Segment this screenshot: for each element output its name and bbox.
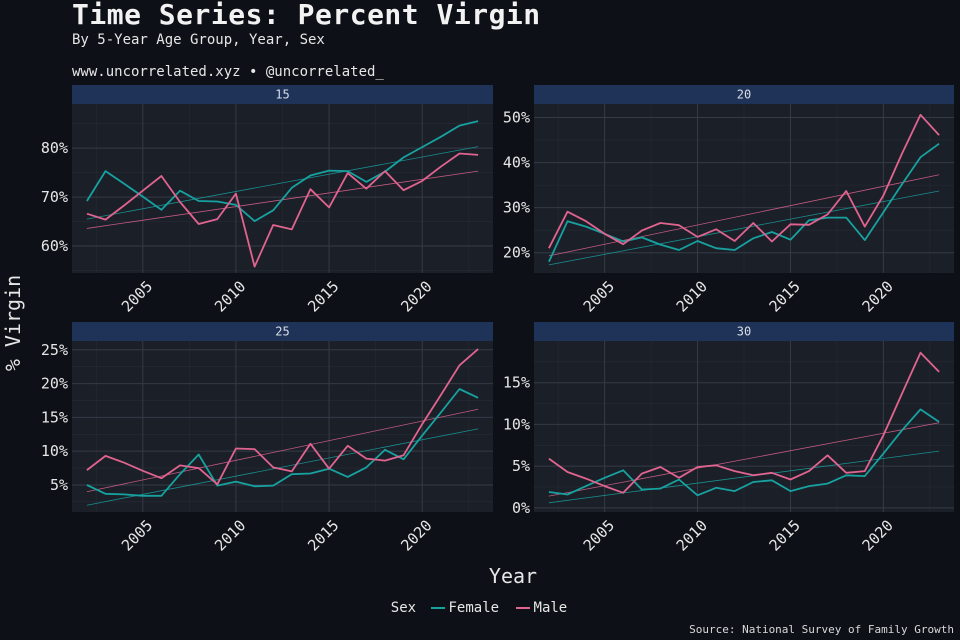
panel-25-y-tick-label: 15% (41, 408, 68, 426)
legend-swatch-male (515, 607, 530, 609)
panel-30-trend-female (548, 450, 940, 504)
panel-15-x-tick-label: 2005 (118, 277, 156, 315)
panel-30-series-female (548, 408, 940, 497)
panel-30-series-male (548, 351, 940, 494)
panel-30-x-tick-label: 2005 (580, 516, 618, 554)
panel-25-series-male (86, 348, 479, 486)
panel-15-x-tick-label: 2020 (397, 277, 435, 315)
panel-20-x-tick-label: 2015 (766, 277, 804, 315)
panel-25-x-tick-label: 2005 (118, 516, 156, 554)
panel-30-x-tick-label: 2020 (859, 516, 897, 554)
panel-30-y-tick-label: 15% (503, 374, 530, 392)
panel-25-strip (72, 322, 493, 341)
panel-25-y-tick-label: 5% (50, 476, 68, 494)
chart-credit: www.uncorrelated.xyz • @uncorrelated_ (72, 64, 384, 80)
panel-25-y-tick-label: 25% (41, 341, 68, 359)
panel-20-y-tick-label: 50% (503, 109, 530, 127)
panel-20-x-tick-label: 2010 (673, 277, 711, 315)
panel-30-x-tick-label: 2015 (766, 516, 804, 554)
legend-swatch-female (430, 607, 445, 609)
panel-30-y-tick-label: 10% (503, 415, 530, 433)
panel-20-y-tick-label: 20% (503, 244, 530, 262)
panel-20-series-male (548, 113, 940, 249)
panel-15-strip-label: 15 (275, 88, 289, 102)
panel-20-strip-label: 20 (737, 88, 751, 102)
panel-20-y-tick-label: 40% (503, 154, 530, 172)
x-axis-label: Year (489, 564, 537, 588)
y-axis-label: % Virgin (1, 275, 25, 371)
panel-30-trend-male (548, 422, 940, 497)
panel-30-y-tick-label: 5% (512, 457, 530, 475)
panel-25-x-tick-label: 2015 (304, 516, 342, 554)
panel-25-y-tick-label: 20% (41, 375, 68, 393)
panel-15-y-tick-label: 60% (41, 237, 68, 255)
panel-20-strip (534, 85, 954, 104)
legend-label-male: Male (533, 600, 568, 616)
panel-25-strip-label: 25 (275, 325, 289, 339)
panel-15-trend-female (86, 146, 479, 220)
chart-source: Source: National Survey of Family Growth (689, 623, 954, 636)
panel-30-strip-label: 30 (737, 325, 751, 339)
panel-15-series-male (86, 152, 479, 268)
chart-subtitle: By 5-Year Age Group, Year, Sex (72, 32, 325, 48)
panel-15-y-tick-label: 80% (41, 139, 68, 157)
panel-30-y-tick-label: 0% (512, 499, 530, 517)
panel-30-strip (534, 322, 954, 341)
panel-15-y-tick-label: 70% (41, 188, 68, 206)
panel-15-strip (72, 85, 493, 104)
panel-20-y-tick-label: 30% (503, 199, 530, 217)
panel-20-x-tick-label: 2005 (580, 277, 618, 315)
panel-25-x-tick-label: 2010 (211, 516, 249, 554)
panel-25-trend-male (86, 408, 479, 493)
panel-15-series-female (86, 120, 479, 223)
panel-20-trend-female (548, 190, 940, 266)
legend-title: Sex (390, 600, 417, 616)
panel-25-y-tick-label: 10% (41, 442, 68, 460)
panel-15-x-tick-label: 2015 (304, 277, 342, 315)
panel-25-x-tick-label: 2020 (397, 516, 435, 554)
panel-20-x-tick-label: 2020 (859, 277, 897, 315)
legend-label-female: Female (448, 600, 500, 616)
panel-25-trend-female (86, 428, 479, 506)
panel-20-series-female (548, 142, 940, 263)
panel-30-x-tick-label: 2010 (673, 516, 711, 554)
panel-15-x-tick-label: 2010 (211, 277, 249, 315)
chart-title: Time Series: Percent Virgin (72, 0, 541, 31)
panel-20-trend-male (548, 174, 940, 257)
legend: Sex Female Male (0, 600, 960, 616)
panel-25-series-female (86, 388, 479, 497)
